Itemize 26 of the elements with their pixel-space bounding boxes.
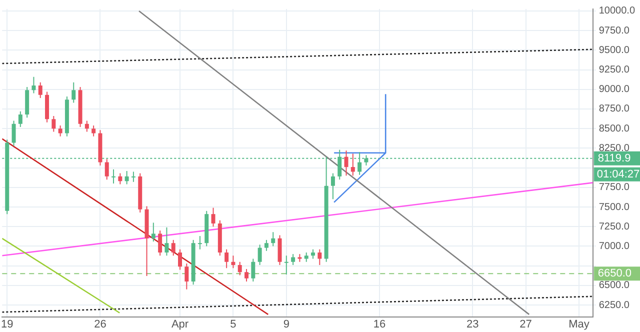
- x-tick-label: 27: [520, 318, 532, 330]
- x-tick-label: 16: [373, 318, 386, 330]
- y-tick-label: 7500.0: [598, 202, 630, 213]
- y-tick-label: 6500.0: [598, 280, 630, 292]
- y-tick-label: 8500.0: [598, 123, 630, 134]
- x-tick-label: May: [568, 318, 590, 330]
- x-tick-label: 5: [230, 318, 236, 330]
- y-tick-label: 9750.0: [598, 25, 630, 36]
- y-tick-label: 7250.0: [598, 221, 630, 232]
- x-tick-label: 26: [94, 318, 106, 330]
- ref-line-label: 6650.0: [598, 268, 632, 280]
- y-tick-label: 8750.0: [598, 104, 630, 115]
- y-tick-label: 7000.0: [598, 240, 630, 252]
- y-tick-label: 6250.0: [598, 300, 630, 311]
- text: 01:04:27: [596, 168, 640, 180]
- x-tick-label: 23: [466, 318, 479, 330]
- y-tick-label: 8250.0: [598, 142, 630, 154]
- ref-line-label: 8119.9: [598, 152, 631, 164]
- y-tick-label: 7750.0: [598, 182, 630, 194]
- y-tick-label: 9000.0: [598, 84, 630, 96]
- x-tick-label: 9: [283, 318, 290, 330]
- y-tick-label: 10000.0: [598, 6, 636, 17]
- x-tick-label: Apr: [171, 318, 189, 330]
- y-tick-label: 9500.0: [598, 44, 630, 56]
- x-tick-label: 19: [0, 318, 14, 330]
- y-tick-label: 9250.0: [598, 64, 630, 76]
